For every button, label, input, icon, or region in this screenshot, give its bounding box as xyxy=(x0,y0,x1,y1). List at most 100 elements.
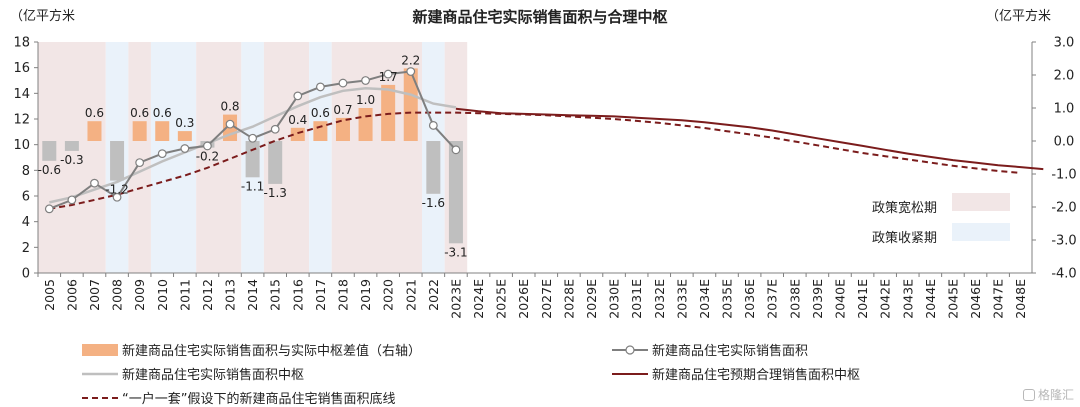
actual-series-point xyxy=(203,141,212,151)
right-tick-label: 0.0 xyxy=(1054,135,1075,150)
actual-series-point xyxy=(270,124,280,134)
axes: 0 2 4 6 8 10 12 14 16 18 -4.0 -3.0 -2.0 -1.0 0.0 1.0 2.0… xyxy=(13,36,1076,319)
actual-series-point xyxy=(361,76,370,85)
actual-series-point xyxy=(135,158,145,168)
diff-bar xyxy=(64,141,79,151)
legend-swatch-actual xyxy=(612,344,648,355)
left-tick-label: 12 xyxy=(13,113,30,128)
x-tick-label: 2037E xyxy=(765,279,780,319)
right-tick-label: 1.0 xyxy=(1054,102,1075,117)
actual-series-point xyxy=(383,69,393,79)
x-tick-label: 2044E xyxy=(923,279,938,319)
legend-item-baseline: “一户一套”假设下的新建商品住宅销售面积底线 xyxy=(82,388,395,407)
chart-title: 新建商品住宅实际销售面积与合理中枢 xyxy=(412,8,667,26)
x-tick-label: 2033E xyxy=(674,279,689,319)
x-tick-label: 2040E xyxy=(832,279,847,319)
x-tick-label: 2022 xyxy=(426,279,441,311)
actual-series-point xyxy=(90,178,99,188)
diff-bar-label: -3.1 xyxy=(444,245,467,259)
x-tick-label: 2041E xyxy=(855,279,870,319)
x-tick-label: 2030E xyxy=(607,279,622,319)
actual-series-point xyxy=(180,144,190,153)
legend-swatch-diff xyxy=(82,343,118,356)
diff-bar xyxy=(42,141,57,161)
center-series-line xyxy=(49,86,457,204)
right-tick-label: 2.0 xyxy=(1054,69,1075,84)
legend-label-baseline: “一户一套”假设下的新建商品住宅销售面积底线 xyxy=(122,392,396,407)
x-tick-label: 2024E xyxy=(471,279,486,319)
legend: 新建商品住宅实际销售面积与实际中枢差值（右轴） 新建商品住宅实际销售面积 新建商… xyxy=(0,336,1080,407)
data-labels: -0.6-0.30.6-1.20.6 0.60.3-0.20.8-1.1 -1.30… xyxy=(38,53,468,259)
actual-series-point xyxy=(248,133,258,143)
diff-bar-label: 0.4 xyxy=(288,113,307,127)
legend-label-center: 新建商品住宅实际销售面积中枢 xyxy=(122,368,305,383)
diff-bar-label: 0.8 xyxy=(220,100,239,114)
right-axis-unit: （亿平方米 xyxy=(986,8,1051,24)
actual-series-point xyxy=(293,91,303,101)
actual-series-point xyxy=(451,145,461,155)
x-tick-label: 2048E xyxy=(1013,279,1028,319)
diff-bar xyxy=(110,141,125,181)
x-tick-label: 2011 xyxy=(177,279,192,311)
diff-bar-label: 0.6 xyxy=(130,106,149,120)
diff-bar-label: -0.2 xyxy=(196,150,219,164)
x-tick-label: 2005 xyxy=(42,279,57,311)
actual-series-point xyxy=(428,121,438,130)
x-tick-label: 2018 xyxy=(335,279,350,311)
x-tick-label: 2035E xyxy=(720,279,735,319)
x-tick-label: 2015 xyxy=(268,279,283,311)
x-tick-label: 2039E xyxy=(810,279,825,319)
x-tick-label: 2023E xyxy=(448,279,463,319)
diff-bar-label: 0.6 xyxy=(153,106,172,120)
left-tick-label: 0 xyxy=(22,267,30,282)
diff-bar xyxy=(335,117,350,141)
diff-bar xyxy=(87,121,102,141)
legend-item-actual: 新建商品住宅实际销售面积 xyxy=(612,340,808,359)
x-tick-label: 2031E xyxy=(629,279,644,319)
x-tick-label: 2029E xyxy=(584,279,599,319)
left-tick-label: 16 xyxy=(13,61,30,76)
actual-series-point xyxy=(315,82,325,92)
x-tick-label: 2017 xyxy=(313,279,328,311)
x-tick-label: 2009 xyxy=(132,279,147,311)
policy-band-tight xyxy=(309,42,332,273)
legend-swatch-baseline xyxy=(82,396,118,399)
diff-bar-label: -1.6 xyxy=(422,196,445,210)
diff-bar-label: 0.3 xyxy=(175,116,194,130)
left-tick-label: 18 xyxy=(13,36,30,51)
policy-legend-label-loose: 政策宽松期 xyxy=(872,200,937,216)
legend-label-forecast: 新建商品住宅预期合理销售面积中枢 xyxy=(652,368,861,383)
watermark-logo-icon xyxy=(1022,388,1035,401)
series-lines xyxy=(44,67,1044,214)
left-tick-label: 8 xyxy=(22,164,30,179)
diff-bar xyxy=(448,141,463,244)
x-tick-label: 2046E xyxy=(968,279,983,319)
x-tick-label: 2045E xyxy=(945,279,960,319)
legend-item-diff: 新建商品住宅实际销售面积与实际中枢差值（右轴） xyxy=(82,340,421,359)
x-tick-label: 2034E xyxy=(697,279,712,319)
left-tick-label: 6 xyxy=(22,190,30,205)
diff-bar-label: 1.0 xyxy=(356,93,375,107)
actual-series-point xyxy=(44,204,54,214)
actual-series-point xyxy=(225,119,235,129)
x-tick-label: 2019 xyxy=(358,279,373,311)
legend-swatch-forecast xyxy=(612,372,648,375)
x-tick-label: 2021 xyxy=(403,279,418,311)
diff-bar-label: 2.2 xyxy=(401,53,420,67)
diff-bar xyxy=(268,141,283,184)
right-tick-label: -1.0 xyxy=(1051,168,1076,183)
policy-legend-swatch-loose xyxy=(952,193,1010,211)
x-tick-label: 2038E xyxy=(787,279,802,319)
x-tick-label: 2007 xyxy=(87,279,102,311)
chart-canvas: 0 2 4 6 8 10 12 14 16 18 -4.0 -3.0 -2.0 -1.0 0.0 1.0 2.0… xyxy=(10,8,1077,319)
diff-bar xyxy=(155,121,170,141)
right-tick-label: -3.0 xyxy=(1051,234,1076,249)
x-tick-label: 2025E xyxy=(494,279,509,319)
actual-series-point xyxy=(67,195,77,205)
x-tick-label: 2027E xyxy=(539,279,554,319)
x-tick-label: 2028E xyxy=(561,279,576,319)
legend-swatch-center xyxy=(82,372,118,375)
x-tick-label: 2042E xyxy=(878,279,893,319)
diff-bar-label: 1.7 xyxy=(379,70,398,84)
